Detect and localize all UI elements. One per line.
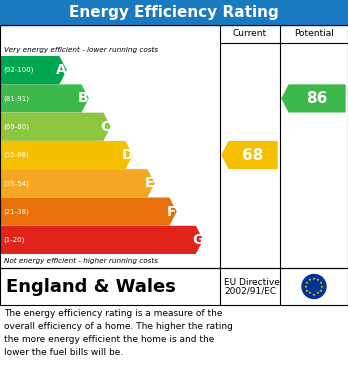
- Text: ★: ★: [312, 292, 316, 296]
- Text: ★: ★: [316, 291, 320, 296]
- Text: ★: ★: [319, 280, 323, 285]
- Text: 2002/91/EC: 2002/91/EC: [224, 287, 276, 296]
- Polygon shape: [0, 85, 88, 112]
- Text: D: D: [122, 148, 133, 162]
- Text: (69-80): (69-80): [3, 124, 29, 130]
- Polygon shape: [0, 226, 203, 253]
- Text: Very energy efficient - lower running costs: Very energy efficient - lower running co…: [4, 47, 158, 52]
- Text: A: A: [56, 63, 67, 77]
- Text: (1-20): (1-20): [3, 237, 24, 243]
- Text: Energy Efficiency Rating: Energy Efficiency Rating: [69, 5, 279, 20]
- Bar: [0, 25, 348, 268]
- Text: ★: ★: [305, 280, 309, 285]
- Text: G: G: [192, 233, 204, 247]
- Text: (39-54): (39-54): [3, 180, 29, 187]
- Text: ★: ★: [316, 278, 320, 282]
- Text: England & Wales: England & Wales: [6, 278, 176, 296]
- Polygon shape: [0, 113, 110, 140]
- Text: EU Directive: EU Directive: [224, 278, 280, 287]
- Polygon shape: [282, 85, 345, 112]
- Text: B: B: [78, 91, 89, 106]
- Text: ★: ★: [304, 285, 308, 289]
- Polygon shape: [222, 142, 277, 169]
- Text: The energy efficiency rating is a measure of the
overall efficiency of a home. T: The energy efficiency rating is a measur…: [4, 309, 233, 357]
- Bar: [0, 0, 348, 25]
- Text: ★: ★: [305, 289, 309, 292]
- Text: (92-100): (92-100): [3, 67, 33, 74]
- Text: ★: ★: [319, 289, 323, 292]
- Text: ★: ★: [308, 278, 312, 282]
- Text: ★: ★: [312, 276, 316, 280]
- Text: 68: 68: [242, 147, 264, 163]
- Circle shape: [302, 274, 326, 298]
- Polygon shape: [0, 57, 66, 84]
- Text: C: C: [100, 120, 111, 134]
- Text: F: F: [167, 204, 176, 219]
- Text: ★: ★: [320, 285, 324, 289]
- Polygon shape: [0, 198, 176, 225]
- Text: 86: 86: [306, 91, 328, 106]
- Text: (21-38): (21-38): [3, 208, 29, 215]
- Text: E: E: [145, 176, 154, 190]
- Text: Not energy efficient - higher running costs: Not energy efficient - higher running co…: [4, 258, 158, 264]
- Text: Potential: Potential: [294, 29, 334, 38]
- Text: (81-91): (81-91): [3, 95, 29, 102]
- Bar: [0, 268, 348, 305]
- Text: ★: ★: [308, 291, 312, 296]
- Polygon shape: [0, 170, 154, 197]
- Text: Current: Current: [233, 29, 267, 38]
- Polygon shape: [0, 142, 132, 169]
- Text: (55-68): (55-68): [3, 152, 29, 158]
